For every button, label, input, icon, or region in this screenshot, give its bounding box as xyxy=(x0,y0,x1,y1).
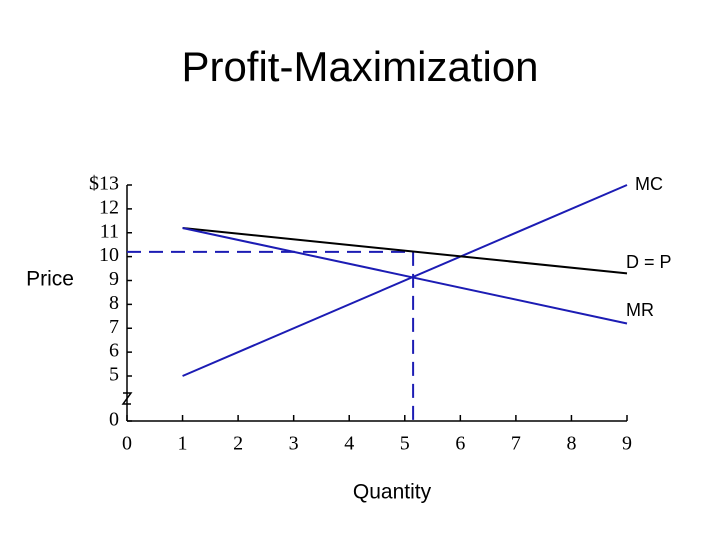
x-tick-label: 7 xyxy=(511,433,521,455)
x-tick-label: 3 xyxy=(289,433,299,455)
y-tick-label: $13 xyxy=(89,173,119,195)
x-tick-label: 2 xyxy=(233,433,243,455)
series-line xyxy=(182,226,628,325)
y-tick-label: 7 xyxy=(109,316,119,338)
y-tick-label: 12 xyxy=(99,196,119,218)
y-tick-label: 5 xyxy=(109,364,119,386)
series-label: MC xyxy=(635,174,663,194)
chart-title: Profit-Maximization xyxy=(181,43,538,90)
x-tick-label: 8 xyxy=(566,433,576,455)
x-tick-label: 5 xyxy=(400,433,410,455)
y-tick-label: 0 xyxy=(109,409,119,431)
y-tick-label: 6 xyxy=(109,340,119,362)
x-tick-label: 4 xyxy=(344,433,354,455)
x-tick-label: 9 xyxy=(622,433,632,455)
y-axis-label: Price xyxy=(26,268,74,291)
x-axis-label: Quantity xyxy=(353,481,432,504)
series-line xyxy=(182,226,628,275)
series-line xyxy=(182,184,628,377)
series-label: MR xyxy=(626,300,654,320)
y-tick-label: 10 xyxy=(99,244,119,266)
x-tick-label: 6 xyxy=(455,433,465,455)
y-tick-label: 11 xyxy=(100,220,119,242)
x-tick-label: 1 xyxy=(178,433,188,455)
y-tick-label: 9 xyxy=(109,268,119,290)
y-tick-label: 8 xyxy=(109,292,119,314)
x-tick-label: 0 xyxy=(122,433,132,455)
series-label: D = P xyxy=(626,252,672,272)
